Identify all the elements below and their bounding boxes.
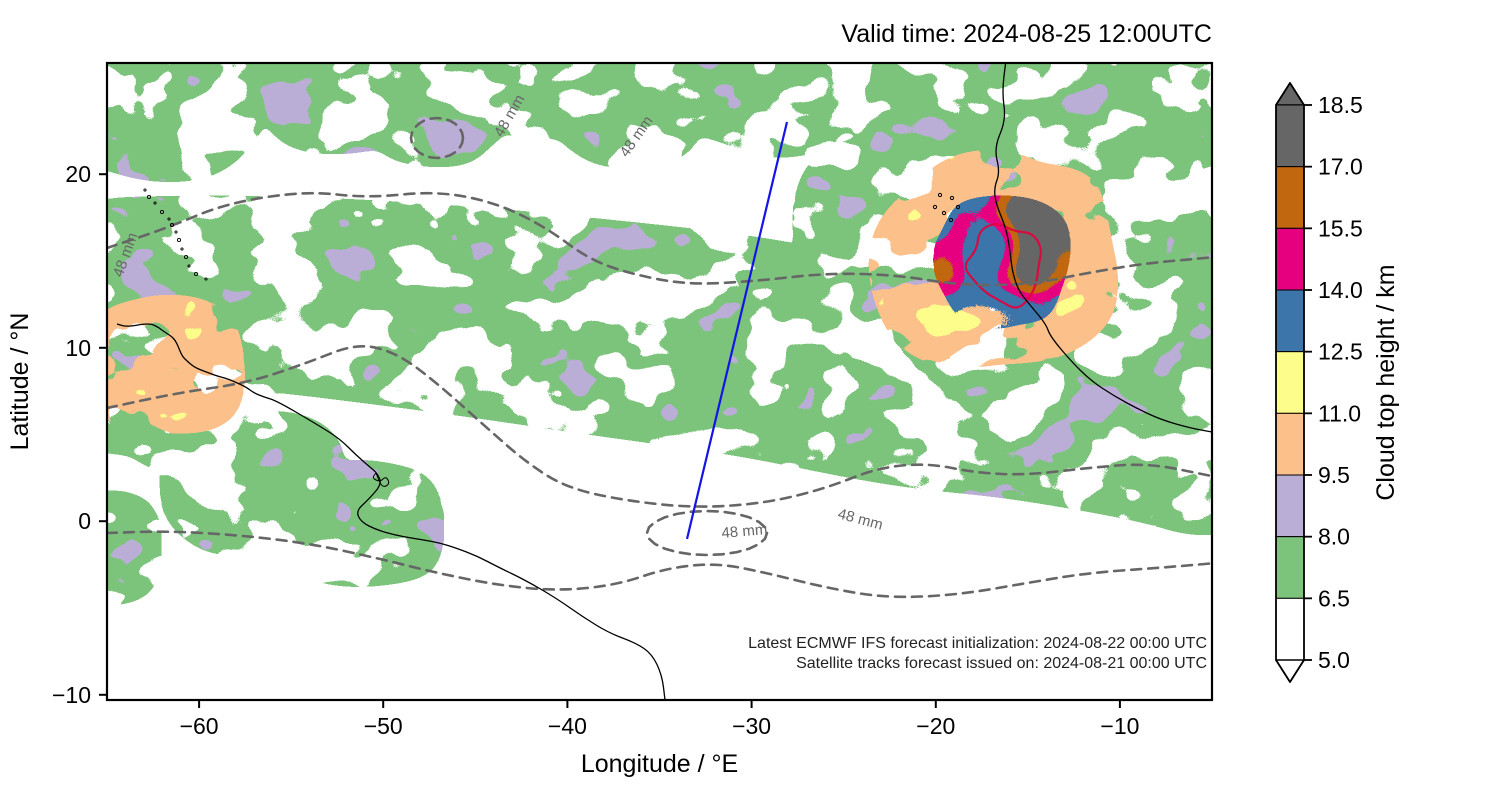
svg-text:Latitude / °N: Latitude / °N bbox=[6, 313, 34, 451]
svg-text:Satellite tracks forecast issu: Satellite tracks forecast issued on: 202… bbox=[796, 655, 1207, 672]
svg-text:Valid time: 2024-08-25 12:00UT: Valid time: 2024-08-25 12:00UTC bbox=[841, 20, 1212, 48]
svg-text:−60: −60 bbox=[180, 713, 219, 739]
svg-text:Longitude / °E: Longitude / °E bbox=[581, 750, 738, 778]
svg-text:10: 10 bbox=[65, 335, 91, 361]
svg-text:−40: −40 bbox=[548, 713, 587, 739]
svg-text:14.0: 14.0 bbox=[1318, 277, 1363, 303]
svg-text:18.5: 18.5 bbox=[1318, 92, 1363, 118]
svg-text:8.0: 8.0 bbox=[1318, 524, 1350, 550]
svg-text:−10: −10 bbox=[52, 682, 91, 708]
svg-text:12.5: 12.5 bbox=[1318, 339, 1363, 365]
svg-text:0: 0 bbox=[78, 508, 91, 534]
svg-text:5.0: 5.0 bbox=[1318, 647, 1350, 673]
svg-text:−50: −50 bbox=[364, 713, 403, 739]
svg-text:15.5: 15.5 bbox=[1318, 215, 1363, 241]
svg-text:11.0: 11.0 bbox=[1318, 400, 1361, 426]
svg-text:17.0: 17.0 bbox=[1318, 154, 1363, 180]
svg-text:−20: −20 bbox=[916, 713, 955, 739]
svg-text:20: 20 bbox=[65, 161, 91, 187]
svg-text:−30: −30 bbox=[732, 713, 771, 739]
svg-text:Cloud top height / km: Cloud top height / km bbox=[1372, 264, 1400, 500]
svg-text:Latest ECMWF IFS forecast init: Latest ECMWF IFS forecast initialization… bbox=[748, 635, 1207, 652]
svg-text:9.5: 9.5 bbox=[1318, 462, 1350, 488]
svg-text:−10: −10 bbox=[1100, 713, 1139, 739]
svg-text:6.5: 6.5 bbox=[1318, 585, 1350, 611]
